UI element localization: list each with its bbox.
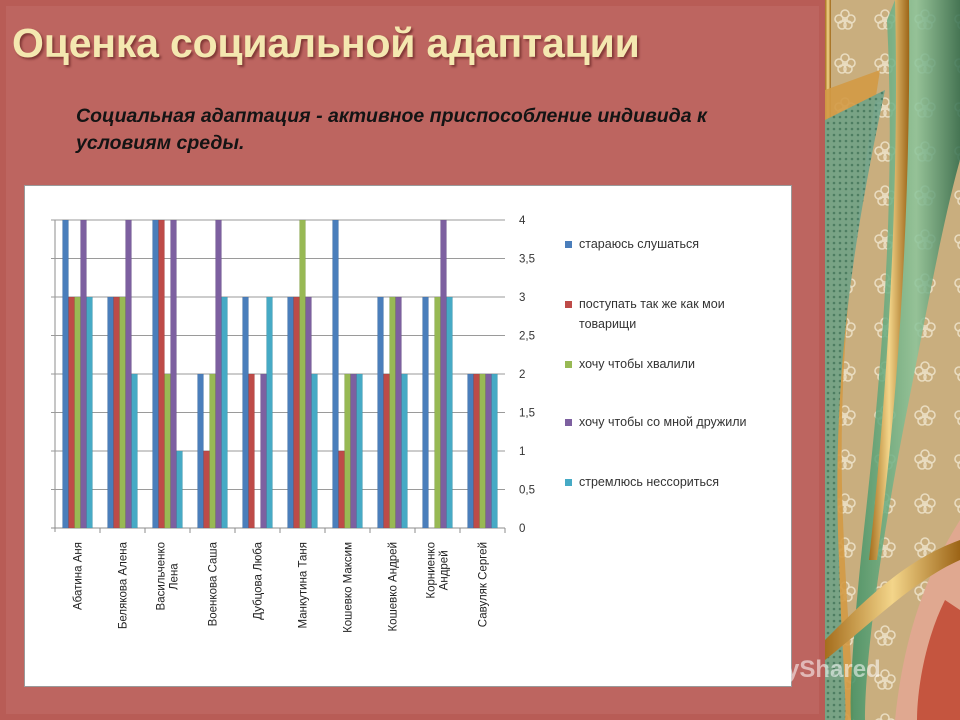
- bar: [350, 373, 357, 529]
- bar: [152, 219, 159, 529]
- legend-label: хочу чтобы со мной дружили: [579, 415, 747, 429]
- bar: [401, 373, 408, 529]
- bar: [332, 219, 339, 529]
- x-category-label: Васильченко: [156, 542, 168, 610]
- bar: [164, 373, 171, 529]
- bar: [377, 296, 384, 529]
- bar: [266, 296, 273, 529]
- y-tick-label: 2,5: [519, 331, 535, 343]
- bar: [107, 296, 114, 529]
- legend-label-line: стараюсь слушаться: [579, 237, 699, 251]
- bar: [170, 219, 177, 529]
- legend-label: хочу чтобы хвалили: [579, 357, 695, 371]
- bar: [176, 450, 183, 529]
- legend-label: стараюсь слушаться: [579, 237, 699, 251]
- bar: [74, 296, 81, 529]
- bar: [209, 373, 216, 529]
- legend-swatch: [565, 479, 572, 486]
- slide-subtitle: Социальная адаптация - активное приспосо…: [76, 105, 707, 154]
- x-category-label: Кошевко Андрей: [388, 542, 400, 632]
- y-tick-label: 0: [519, 523, 525, 535]
- bar: [293, 296, 300, 529]
- bar: [299, 219, 306, 529]
- ornament-graphic: [825, 0, 960, 720]
- legend-label-line: поступать так же как мои: [579, 297, 725, 311]
- bar-chart: 0 0,5 1 1,5 2 2,5 3 3,5 4 Абатина Аня Белякова Але…: [51, 215, 747, 633]
- bar: [434, 296, 441, 529]
- legend-swatch: [565, 241, 572, 248]
- y-tick-label: 3: [519, 292, 525, 304]
- legend-swatch: [565, 361, 572, 368]
- y-tick-label: 0,5: [519, 485, 535, 497]
- bar: [338, 450, 345, 529]
- chart-panel: 0 0,5 1 1,5 2 2,5 3 3,5 4 Абатина Аня Белякова Але…: [24, 185, 792, 687]
- y-tick-label: 3,5: [519, 254, 535, 266]
- bar: [344, 373, 351, 529]
- bar: [215, 219, 222, 529]
- bar: [311, 373, 318, 529]
- bar: [113, 296, 120, 529]
- bar: [131, 373, 138, 529]
- bar: [158, 219, 165, 529]
- legend-label-line: хочу чтобы со мной дружили: [579, 415, 747, 429]
- legend-label-line: товарищи: [579, 317, 636, 331]
- legend-swatch: [565, 301, 572, 308]
- bar: [68, 296, 75, 529]
- x-category-label: Кошевко Максим: [343, 542, 355, 633]
- bar: [197, 373, 204, 529]
- bar: [422, 296, 429, 529]
- bar: [473, 373, 480, 529]
- x-category-label: Манкутина Таня: [298, 542, 310, 628]
- bar: [440, 219, 447, 529]
- bar: [119, 296, 126, 529]
- bar: [287, 296, 294, 529]
- y-tick-label: 2: [519, 369, 525, 381]
- bar: [260, 373, 267, 529]
- bar: [86, 296, 93, 529]
- y-tick-label: 4: [519, 215, 526, 227]
- legend-label-line: стремлюсь нессориться: [579, 475, 719, 489]
- x-category-label: Дубцова Люба: [253, 541, 265, 619]
- bar: [467, 373, 474, 529]
- bar: [125, 219, 132, 529]
- legend-label-line: хочу чтобы хвалили: [579, 357, 695, 371]
- x-category-label-line2: Лена: [169, 563, 181, 590]
- x-category-label: Савуляк Сергей: [478, 542, 490, 627]
- bar: [62, 219, 69, 529]
- bar: [383, 373, 390, 529]
- bar: [305, 296, 312, 529]
- bar: [221, 296, 228, 529]
- slide-title: Оценка социальной адаптации: [12, 20, 640, 66]
- bar: [485, 373, 492, 529]
- bar: [248, 373, 255, 529]
- y-tick-label: 1: [519, 446, 525, 458]
- x-category-label: Абатина Аня: [73, 542, 85, 610]
- x-category-label: Корниенко: [426, 542, 438, 599]
- legend-swatch: [565, 419, 572, 426]
- bar: [389, 296, 396, 529]
- legend-label: стремлюсь нессориться: [579, 475, 719, 489]
- bar: [491, 373, 498, 529]
- decorative-ornament-panel: [825, 0, 960, 720]
- x-category-label: Военкова Саша: [208, 541, 220, 626]
- x-category-label: Белякова Алена: [118, 541, 130, 629]
- bar: [80, 219, 87, 529]
- bar: [356, 373, 363, 529]
- y-tick-label: 1,5: [519, 408, 535, 420]
- bar: [395, 296, 402, 529]
- watermark-logo: MyShared: [766, 656, 881, 683]
- bar: [242, 296, 249, 529]
- x-category-label-line2: Андрей: [439, 550, 451, 590]
- bar: [446, 296, 453, 529]
- legend-label: поступать так же как мои товарищи: [579, 297, 725, 331]
- bar: [479, 373, 486, 529]
- bar: [203, 450, 210, 529]
